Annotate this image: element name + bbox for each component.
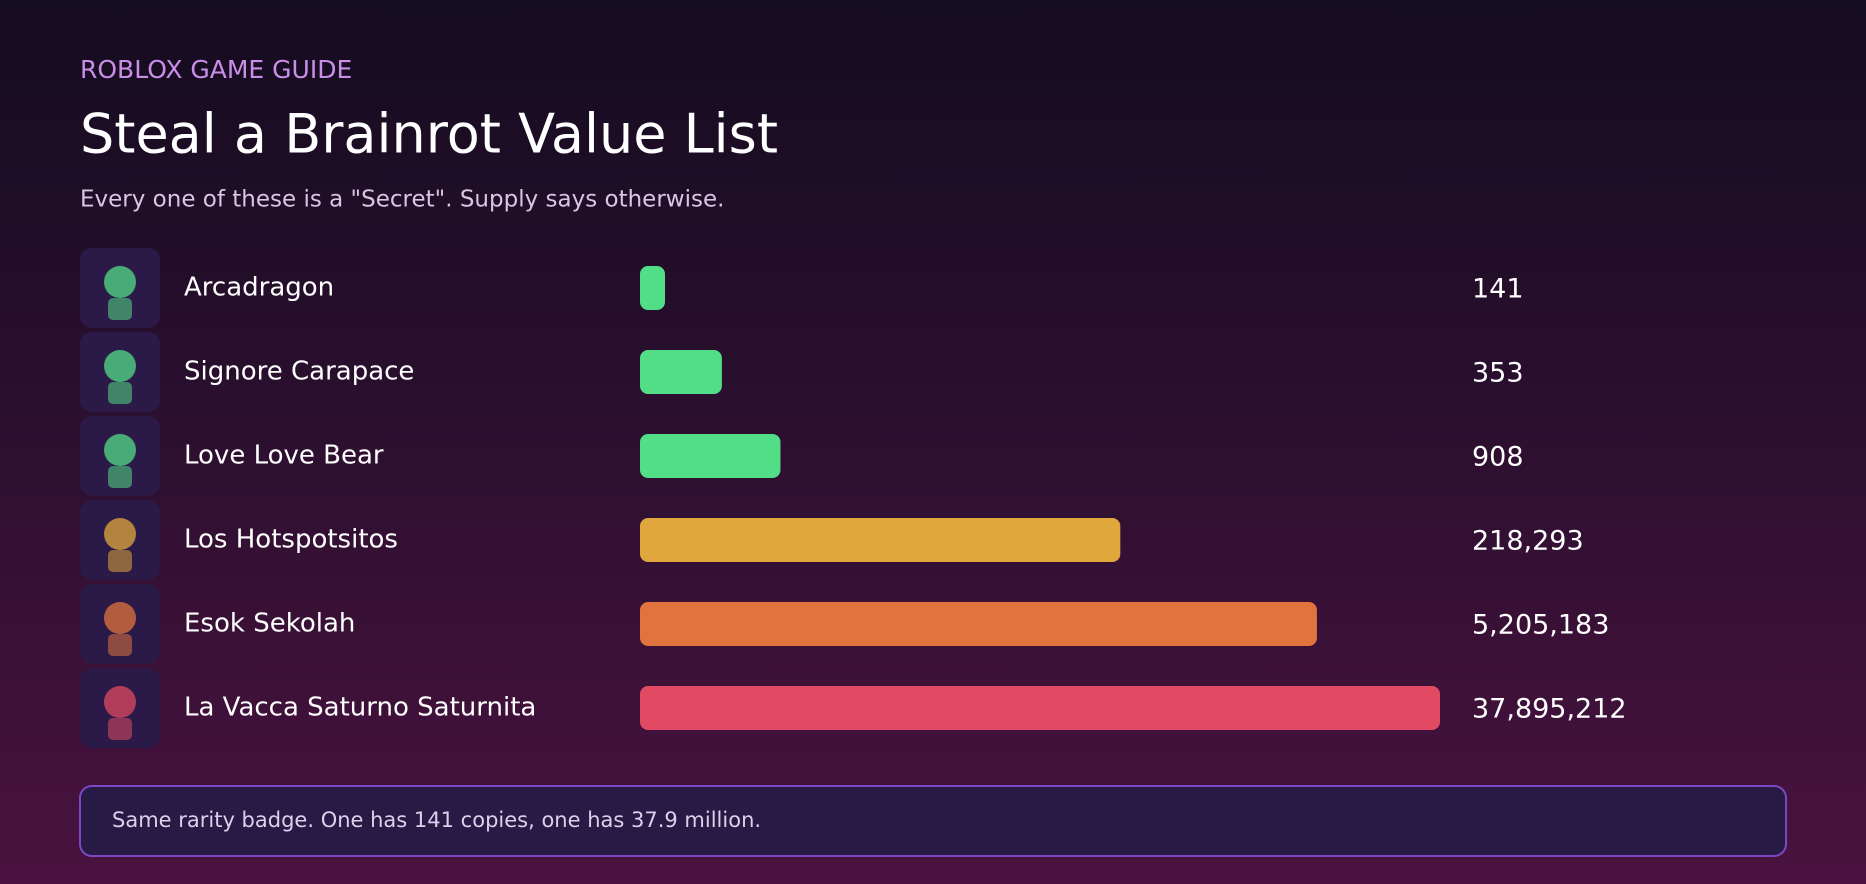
bar (640, 686, 1440, 730)
bar (640, 350, 722, 394)
item-name: Los Hotspotsitos (184, 525, 398, 555)
icon-figure (104, 686, 136, 718)
item-name: La Vacca Saturno Saturnita (184, 693, 536, 723)
icon-figure (108, 298, 132, 320)
icon-figure (108, 382, 132, 404)
icon-figure (108, 634, 132, 656)
note: Same rarity badge. One has 141 copies, o… (112, 808, 761, 832)
value-label: 37,895,212 (1472, 694, 1627, 725)
bar (640, 434, 781, 478)
note-box (79, 785, 1787, 857)
bar (640, 266, 665, 310)
icon-figure (108, 466, 132, 488)
item-name: Love Love Bear (184, 441, 384, 471)
item-name: Arcadragon (184, 273, 334, 303)
icon-figure (104, 350, 136, 382)
value-label: 908 (1472, 442, 1524, 473)
value-label: 141 (1472, 274, 1524, 305)
value-label: 5,205,183 (1472, 610, 1609, 641)
bar (640, 602, 1317, 646)
icon-figure (104, 518, 136, 550)
bar (640, 518, 1121, 562)
eyebrow: ROBLOX GAME GUIDE (80, 55, 352, 84)
value-label: 353 (1472, 358, 1524, 389)
icon-figure (104, 434, 136, 466)
icon-figure (104, 602, 136, 634)
title: Steal a Brainrot Value List (80, 103, 778, 166)
item-name: Signore Carapace (184, 357, 414, 387)
item-name: Esok Sekolah (184, 609, 355, 639)
icon-figure (104, 266, 136, 298)
subtitle: Every one of these is a "Secret". Supply… (80, 187, 724, 213)
value-label: 218,293 (1472, 526, 1584, 557)
icon-figure (108, 718, 132, 740)
icon-figure (108, 550, 132, 572)
value-list: Arcadragon 141 Signore Carapace 353 Love Lov… (80, 248, 1627, 748)
